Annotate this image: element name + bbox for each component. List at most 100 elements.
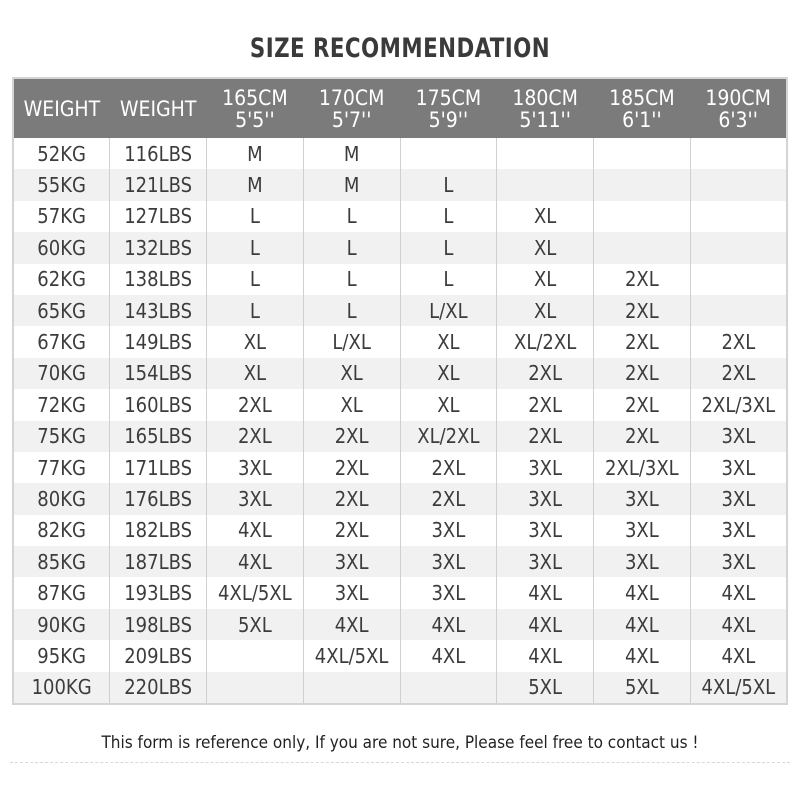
table-cell: XL/2XL (399, 420, 498, 452)
column-header-line1: WEIGHT (119, 96, 197, 121)
table-cell (206, 640, 304, 672)
table-cell: XL (302, 357, 401, 390)
table-cell: 77KG (12, 451, 111, 484)
table-cell: 3XL (206, 483, 304, 515)
column-header-line1: 175CM (415, 85, 482, 110)
column-header: 185CM 6'1'' (593, 78, 691, 138)
table-cell: 220LBS (109, 671, 207, 705)
table-cell: 2XL (593, 389, 691, 421)
table-cell: L (399, 263, 498, 295)
table-cell: 95KG (12, 640, 111, 672)
table-cell: 4XL (689, 640, 788, 672)
column-header-line1: WEIGHT (23, 96, 101, 121)
table-cell (689, 138, 788, 170)
table-cell: 3XL (496, 483, 594, 515)
table-cell: M (302, 138, 401, 170)
table-cell: 3XL (206, 451, 304, 484)
table-cell: 85KG (12, 546, 111, 578)
table-row: 80KG 176LBS 3XL 2XL 2XL 3XL 3XL 3XL (12, 483, 788, 515)
column-header-line2: 5'5'' (235, 107, 275, 132)
table-row: 82KG 182LBS 4XL 2XL 3XL 3XL 3XL 3XL (12, 514, 788, 547)
table-cell (399, 671, 498, 705)
table-cell: 176LBS (109, 483, 207, 515)
column-header: WEIGHT (13, 78, 110, 138)
table-cell: 62KG (12, 263, 111, 295)
table-cell: 4XL (593, 577, 691, 609)
table-row: 77KG 171LBS 3XL 2XL 2XL 3XL 2XL/3XL 3XL (12, 451, 788, 484)
table-cell: L (302, 294, 401, 327)
table-cell: 2XL (302, 420, 401, 452)
table-cell: L (302, 263, 401, 295)
table-cell: 138LBS (109, 263, 207, 295)
table-cell: 65KG (12, 294, 111, 327)
column-header: 165CM 5'5'' (206, 78, 304, 138)
table-cell: 3XL (399, 577, 498, 609)
table-row: 72KG 160LBS 2XL XL XL 2XL 2XL 2XL/3XL (12, 389, 788, 421)
table-cell: 182LBS (109, 514, 207, 547)
table-cell: 4XL (496, 608, 594, 641)
table-cell: 2XL (399, 451, 498, 484)
table-row: 100KG 220LBS 5XL 5XL 4XL/5XL (12, 671, 788, 705)
table-cell: 80KG (12, 483, 111, 515)
table-cell: 2XL (689, 357, 788, 390)
table-cell (496, 138, 594, 170)
table-cell: 2XL (593, 420, 691, 452)
table-cell (593, 138, 691, 170)
table-row: 70KG 154LBS XL XL XL 2XL 2XL 2XL (12, 357, 788, 390)
table-cell: 160LBS (109, 389, 207, 421)
table-cell: L (206, 232, 304, 264)
table-cell: 3XL (302, 546, 401, 578)
table-cell: 2XL/3XL (593, 451, 691, 484)
table-cell: 4XL (689, 577, 788, 609)
column-header: 170CM 5'7'' (303, 78, 400, 138)
column-header: WEIGHT (109, 78, 207, 138)
column-header: 190CM 6'3'' (690, 78, 787, 138)
column-header-line1: 185CM (609, 85, 675, 110)
table-cell (689, 294, 788, 327)
table-row: 60KG 132LBS L L L XL (12, 232, 788, 264)
column-header-line2: 6'3'' (718, 107, 758, 132)
table-cell: 127LBS (109, 200, 207, 233)
column-header-line2: 5'7'' (331, 107, 372, 132)
table-cell: 2XL (302, 483, 401, 515)
table-cell: L (206, 294, 304, 327)
table-cell (399, 138, 498, 170)
table-header-row: WEIGHT WEIGHT 165CM 5'5'' 170CM 5'7'' 175CM 5'9… (13, 78, 787, 138)
column-header-line2: 5'9'' (428, 107, 469, 132)
table-row: 87KG 193LBS 4XL/5XL 3XL 3XL 4XL 4XL 4XL (12, 577, 788, 609)
table-cell: 3XL (593, 514, 691, 547)
table-cell: 3XL (689, 483, 788, 515)
table-cell: 4XL (689, 608, 788, 641)
table-cell: 4XL (496, 640, 594, 672)
table-cell: 5XL (593, 671, 691, 705)
table-cell: 2XL (593, 326, 691, 358)
table-row: 85KG 187LBS 4XL 3XL 3XL 3XL 3XL 3XL (12, 546, 788, 578)
table-cell: 75KG (12, 420, 111, 452)
table-cell: 2XL/3XL (689, 389, 788, 421)
table-cell: 154LBS (109, 357, 207, 390)
table-cell: 4XL (206, 514, 304, 547)
table-cell: 4XL (206, 546, 304, 578)
divider (10, 762, 790, 763)
table-cell: 57KG (12, 200, 111, 233)
table-cell: 187LBS (109, 546, 207, 578)
table-cell: 3XL (399, 514, 498, 547)
table-row: 95KG 209LBS 4XL/5XL 4XL 4XL 4XL 4XL (12, 640, 788, 672)
table-row: 75KG 165LBS 2XL 2XL XL/2XL 2XL 2XL 3XL (12, 420, 788, 452)
column-header: 180CM 5'11'' (496, 78, 594, 138)
table-cell: 2XL (593, 294, 691, 327)
table-cell: XL (496, 232, 594, 264)
table-cell (206, 671, 304, 705)
table-cell: XL (206, 357, 304, 390)
table-cell: XL/2XL (496, 326, 594, 358)
table-cell: L (206, 200, 304, 233)
table-cell: 4XL (399, 608, 498, 641)
table-row: 55KG 121LBS M M L (12, 169, 788, 201)
table-cell: L (399, 169, 498, 201)
table-cell (593, 169, 691, 201)
table-row: 62KG 138LBS L L L XL 2XL (12, 263, 788, 295)
table-row: 65KG 143LBS L L L/XL XL 2XL (12, 294, 788, 327)
table-cell: XL (496, 263, 594, 295)
table-cell: 116LBS (109, 138, 207, 170)
table-cell: 90KG (12, 608, 111, 641)
